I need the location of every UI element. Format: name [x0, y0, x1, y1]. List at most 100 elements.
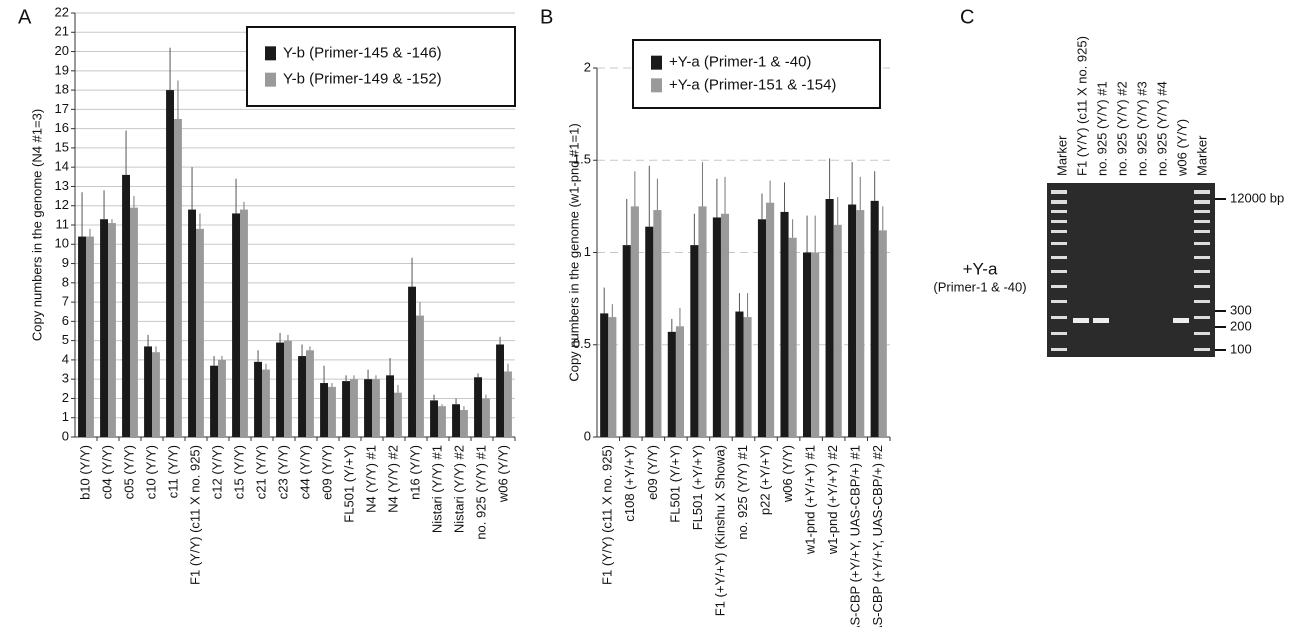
- legend-swatch: [651, 56, 662, 70]
- bar: [848, 205, 856, 437]
- bar: [320, 383, 328, 437]
- y-tick-label: 3: [62, 371, 69, 386]
- x-tick-label: F1 (Y/Y) (c11 X no. 925): [187, 445, 202, 585]
- size-label: 300: [1230, 302, 1252, 317]
- y-tick-label: 11: [56, 216, 70, 231]
- bar: [452, 404, 460, 437]
- bar: [298, 356, 306, 437]
- bar: [232, 213, 240, 437]
- y-tick-label: 5: [62, 332, 69, 347]
- x-tick-label: b10 (Y/Y): [77, 445, 92, 500]
- lane-label: no. 925 (Y/Y) #4: [1154, 81, 1169, 176]
- bar: [276, 343, 284, 437]
- bar: [713, 217, 721, 437]
- bar: [879, 230, 887, 437]
- panel-label: C: [960, 6, 974, 28]
- y-tick-label: 2: [584, 59, 591, 74]
- x-tick-label: c12 (Y/Y): [209, 445, 224, 499]
- y-tick-label: 13: [55, 178, 69, 193]
- bar: [364, 379, 372, 437]
- x-tick-label: w06 (Y/Y): [495, 445, 510, 503]
- bar: [144, 346, 152, 437]
- y-tick-label: 2: [62, 390, 69, 405]
- gel-image: [1047, 183, 1215, 357]
- lane-label: Marker: [1194, 135, 1209, 176]
- bar: [645, 227, 653, 437]
- bar: [174, 119, 182, 437]
- bar: [826, 199, 834, 437]
- bar: [668, 332, 676, 437]
- bar: [152, 352, 160, 437]
- x-tick-label: N4 (Y/Y) #1: [363, 445, 378, 513]
- bar: [254, 362, 262, 437]
- bar: [789, 238, 797, 437]
- legend-box: [633, 40, 880, 108]
- x-tick-label: p22 (+Y/+Y): [757, 445, 772, 515]
- legend-swatch: [651, 78, 662, 92]
- x-tick-label: N4 (Y/Y) #2: [385, 445, 400, 513]
- x-tick-label: w1-pnd (+Y/+Y) #2: [825, 445, 840, 555]
- bar: [196, 229, 204, 437]
- y-tick-label: 12: [55, 197, 69, 212]
- figure: ACopy numbers in the genome (N4 #1=3)012…: [0, 0, 1305, 627]
- bar: [856, 210, 864, 437]
- bar: [416, 316, 424, 437]
- bar: [698, 206, 706, 437]
- y-tick-label: 16: [55, 120, 69, 135]
- x-tick-label: F1 (Y/Y) (c11 X no. 925): [600, 445, 615, 585]
- x-tick-label: w06 (Y/Y): [780, 445, 795, 503]
- y-tick-label: 0.5: [573, 336, 591, 351]
- lane-label: no. 925 (Y/Y) #2: [1114, 81, 1129, 176]
- bar: [871, 201, 879, 437]
- y-tick-label: 15: [55, 139, 69, 154]
- bar: [394, 393, 402, 437]
- x-tick-label: FL501 (Y/+Y): [667, 445, 682, 523]
- legend-swatch: [265, 46, 276, 60]
- bar: [504, 371, 512, 437]
- bar: [262, 370, 270, 437]
- bar: [482, 398, 490, 437]
- y-tick-label: 7: [62, 294, 69, 309]
- bar: [721, 214, 729, 437]
- x-tick-label: c04 (Y/Y): [99, 445, 114, 499]
- bar: [130, 208, 138, 437]
- bar: [744, 317, 752, 437]
- x-tick-label: e09 (Y/Y): [319, 445, 334, 500]
- bar: [811, 253, 819, 438]
- y-tick-label: 14: [55, 159, 69, 174]
- lane-label: no. 925 (Y/Y) #1: [1094, 81, 1109, 176]
- lane-label: Marker: [1054, 135, 1069, 176]
- x-tick-label: F1 (+Y/+Y) (Kinshu X Showa): [712, 445, 727, 616]
- size-label: 200: [1230, 318, 1252, 333]
- lane-label: F1 (Y/Y) (c11 X no. 925): [1074, 36, 1089, 176]
- legend-label: +Y-a (Primer-151 & -154): [669, 76, 836, 93]
- y-tick-label: 10: [55, 236, 69, 251]
- bar: [372, 379, 380, 437]
- bar: [690, 245, 698, 437]
- bar: [758, 219, 766, 437]
- bar: [166, 90, 174, 437]
- y-tick-label: 1.5: [573, 152, 591, 167]
- size-label: 12000 bp: [1230, 190, 1284, 205]
- legend-label: +Y-a (Primer-1 & -40): [669, 54, 811, 71]
- x-tick-label: Nistari (Y/Y) #1: [429, 445, 444, 533]
- x-tick-label: c10 (Y/Y): [143, 445, 158, 499]
- size-label: 100: [1230, 341, 1252, 356]
- bar: [438, 406, 446, 437]
- y-tick-label: 21: [55, 24, 69, 39]
- bar: [328, 387, 336, 437]
- bar: [803, 253, 811, 438]
- bar: [240, 210, 248, 437]
- panel-label: B: [540, 6, 553, 28]
- legend-box: [247, 27, 515, 106]
- y-tick-label: 1: [584, 244, 591, 259]
- x-tick-label: UAS-CBP (+Y/+Y, UAS-CBP/+) #2: [870, 445, 885, 627]
- y-tick-label: 0: [62, 428, 69, 443]
- bar: [86, 237, 94, 437]
- bar: [306, 350, 314, 437]
- y-tick-label: 18: [55, 82, 69, 97]
- bar: [408, 287, 416, 437]
- y-tick-label: 4: [62, 351, 69, 366]
- x-tick-label: c108 (+Y/+Y): [622, 445, 637, 522]
- bar: [78, 237, 86, 437]
